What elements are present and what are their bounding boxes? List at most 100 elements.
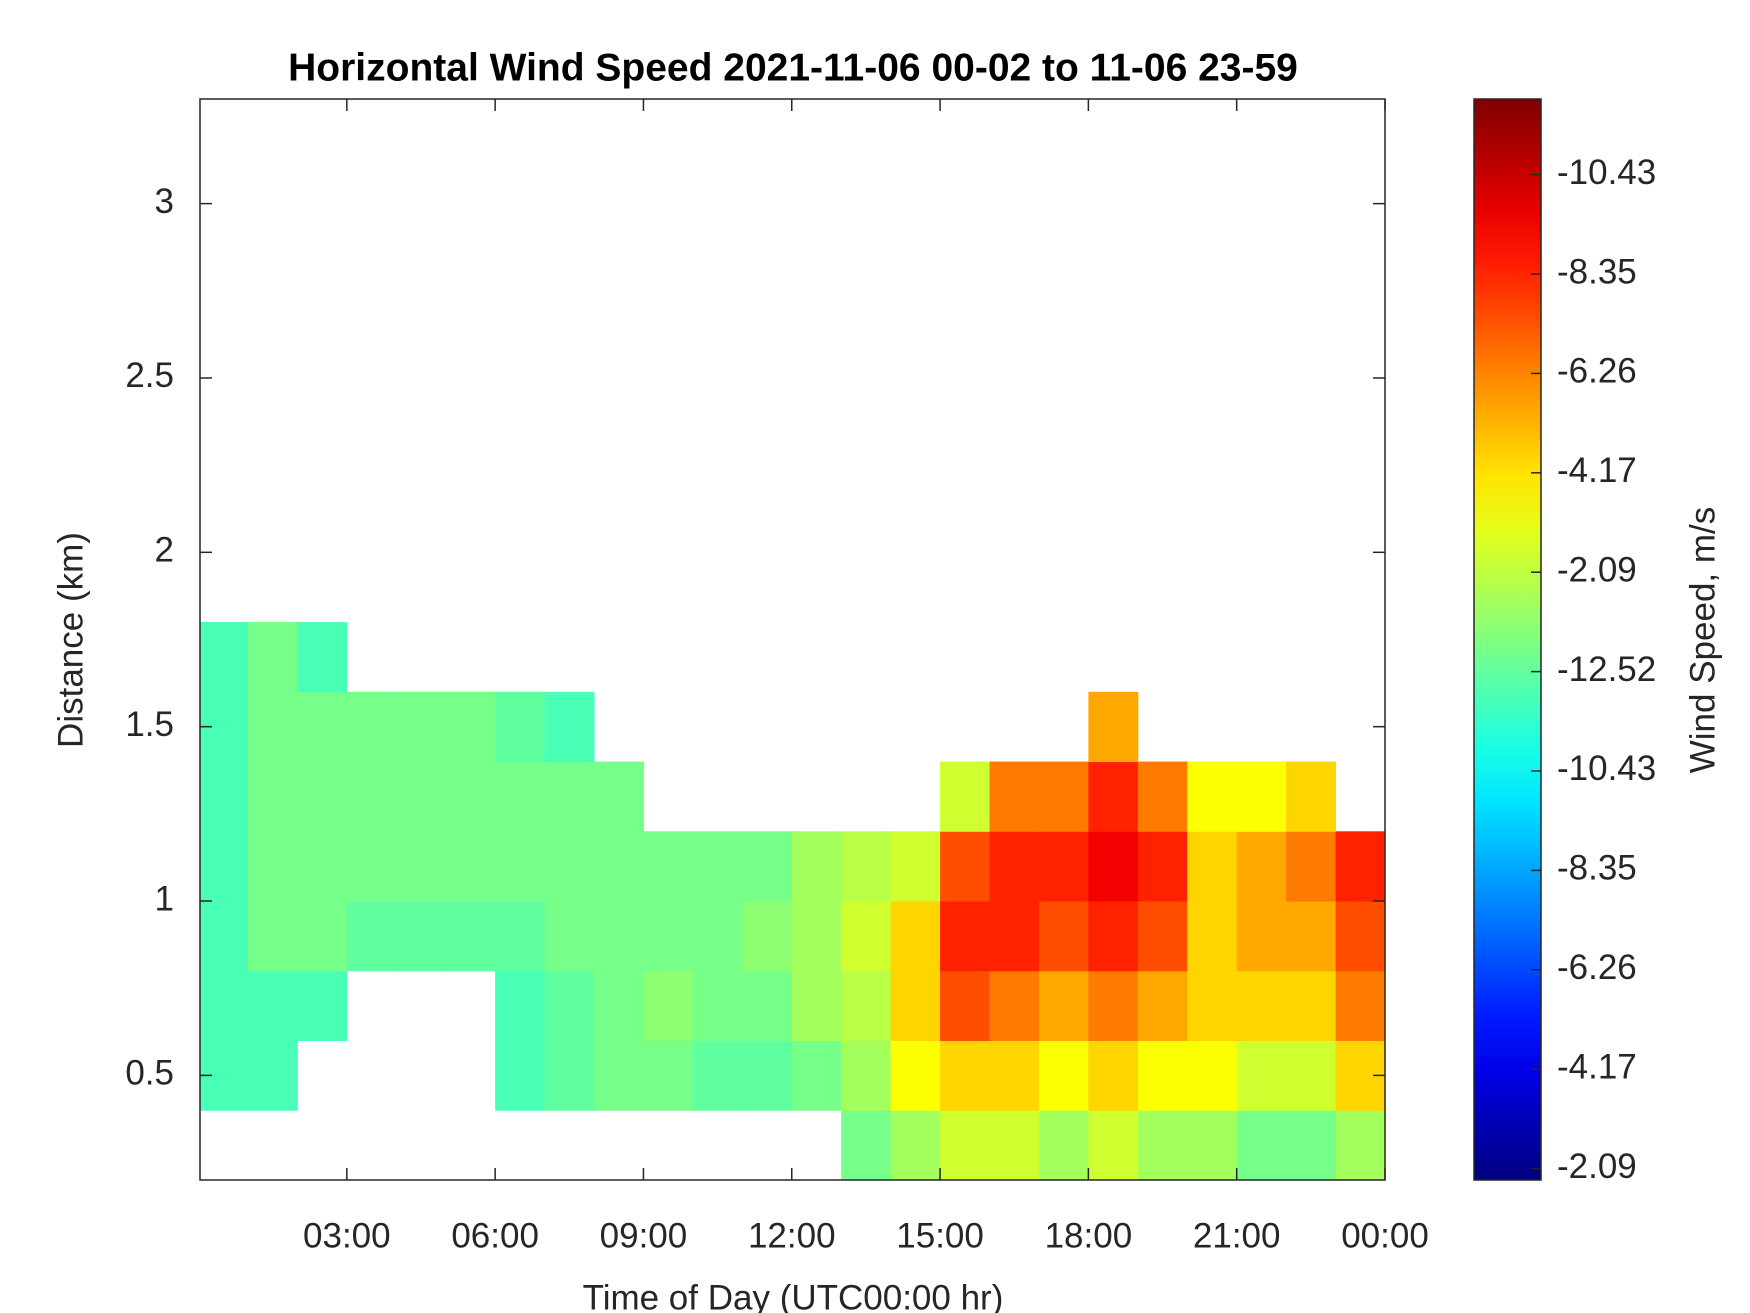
heat-cell — [841, 970, 892, 1042]
heat-cell — [297, 901, 348, 972]
heat-cell — [1286, 831, 1337, 902]
heat-cell — [791, 901, 842, 972]
heat-cell — [1335, 831, 1386, 902]
heat-cell — [890, 1110, 941, 1181]
heat-cell — [1137, 831, 1188, 902]
heat-cell — [544, 1040, 595, 1111]
heat-cell — [544, 901, 595, 972]
heat-cell — [247, 901, 298, 972]
colorbar-label: Wind Speed, m/s — [1683, 507, 1722, 774]
heat-cell — [1038, 761, 1089, 832]
x-tick-label: 12:00 — [748, 1216, 836, 1255]
y-tick-label: 2 — [155, 531, 174, 570]
colorbar-tick-label: -10.43 — [1557, 153, 1656, 192]
heat-cell — [841, 901, 892, 972]
x-tick-label: 00:00 — [1341, 1216, 1429, 1255]
heat-cell — [1187, 831, 1238, 902]
x-tick-label: 03:00 — [303, 1216, 391, 1255]
heat-cell — [1187, 761, 1238, 832]
heat-cell — [495, 761, 546, 832]
heat-cell — [247, 761, 298, 832]
heat-cell — [989, 970, 1040, 1042]
heat-cell — [200, 901, 249, 972]
y-tick-label: 1 — [155, 879, 174, 918]
heat-cell — [1088, 761, 1139, 832]
heat-cell — [940, 831, 991, 902]
heat-cell — [890, 831, 941, 902]
heat-cell — [445, 761, 496, 832]
heat-cell — [396, 691, 447, 763]
heat-cell — [445, 691, 496, 763]
heat-cell — [495, 901, 546, 972]
colorbar-tick-label: -10.43 — [1557, 749, 1656, 788]
heat-cell — [396, 831, 447, 902]
heat-cell — [396, 901, 447, 972]
colorbar-tick-label: -2.09 — [1557, 550, 1637, 589]
colorbar-tick-label: -6.26 — [1557, 948, 1637, 987]
heat-cell — [1236, 901, 1287, 972]
heat-cell — [200, 622, 249, 693]
heat-cell — [940, 761, 991, 832]
heat-cell — [1236, 970, 1287, 1042]
heat-cell — [1088, 831, 1139, 902]
heat-cell — [495, 1040, 546, 1111]
heat-cell — [544, 691, 595, 763]
colorbar-tick-label: -4.17 — [1557, 1047, 1637, 1086]
x-tick-label: 09:00 — [600, 1216, 688, 1255]
heat-cell — [346, 691, 397, 763]
heat-cell — [1236, 1040, 1287, 1111]
heat-cell — [495, 970, 546, 1042]
heat-cell — [1335, 901, 1386, 972]
heat-cell — [594, 901, 644, 972]
y-axis-label: Distance (km) — [51, 532, 90, 748]
heat-cell — [346, 901, 397, 972]
heat-cell — [1088, 901, 1139, 972]
heat-cell — [890, 901, 941, 972]
heat-cell — [544, 761, 595, 832]
heat-cell — [396, 761, 447, 832]
heat-cell — [841, 1110, 892, 1181]
x-tick-label: 18:00 — [1045, 1216, 1133, 1255]
heat-cell — [841, 1040, 892, 1111]
heat-cell — [989, 1110, 1040, 1181]
heat-cell — [692, 970, 743, 1042]
heat-cell — [742, 970, 793, 1042]
heat-cell — [742, 1040, 793, 1111]
heat-cell — [297, 831, 348, 902]
heat-cell — [1038, 970, 1089, 1042]
heat-cell — [1088, 970, 1139, 1042]
x-tick-label: 15:00 — [896, 1216, 984, 1255]
heat-cell — [1187, 1110, 1238, 1181]
heat-cell — [495, 691, 546, 763]
heat-cell — [742, 901, 793, 972]
heat-cell — [742, 831, 793, 902]
heat-cell — [1038, 831, 1089, 902]
heat-cell — [940, 970, 991, 1042]
heat-cell — [297, 622, 348, 693]
heat-cell — [1088, 1040, 1139, 1111]
heat-cell — [791, 970, 842, 1042]
heat-cell — [247, 1040, 298, 1111]
colorbar-tick-label: -8.35 — [1557, 849, 1637, 888]
heat-cell — [1187, 970, 1238, 1042]
heat-cell — [1088, 1110, 1139, 1181]
heat-cell — [1038, 901, 1089, 972]
heat-cell — [1038, 1110, 1089, 1181]
heat-cell — [791, 831, 842, 902]
heat-cell — [643, 901, 694, 972]
colorbar-tick-label: -2.09 — [1557, 1147, 1637, 1186]
heat-cell — [1137, 901, 1188, 972]
heat-cell — [247, 831, 298, 902]
heat-cell — [346, 831, 397, 902]
heat-cell — [791, 1040, 842, 1111]
heat-cell — [200, 761, 249, 832]
heat-cell — [1286, 901, 1337, 972]
x-axis-label: Time of Day (UTC00:00 hr) — [583, 1278, 1004, 1313]
y-tick-label: 3 — [155, 182, 174, 221]
heat-cell — [594, 970, 644, 1042]
heat-cell — [643, 970, 694, 1042]
heat-cell — [297, 970, 348, 1042]
x-tick-label: 21:00 — [1193, 1216, 1281, 1255]
heat-cell — [1137, 1040, 1188, 1111]
